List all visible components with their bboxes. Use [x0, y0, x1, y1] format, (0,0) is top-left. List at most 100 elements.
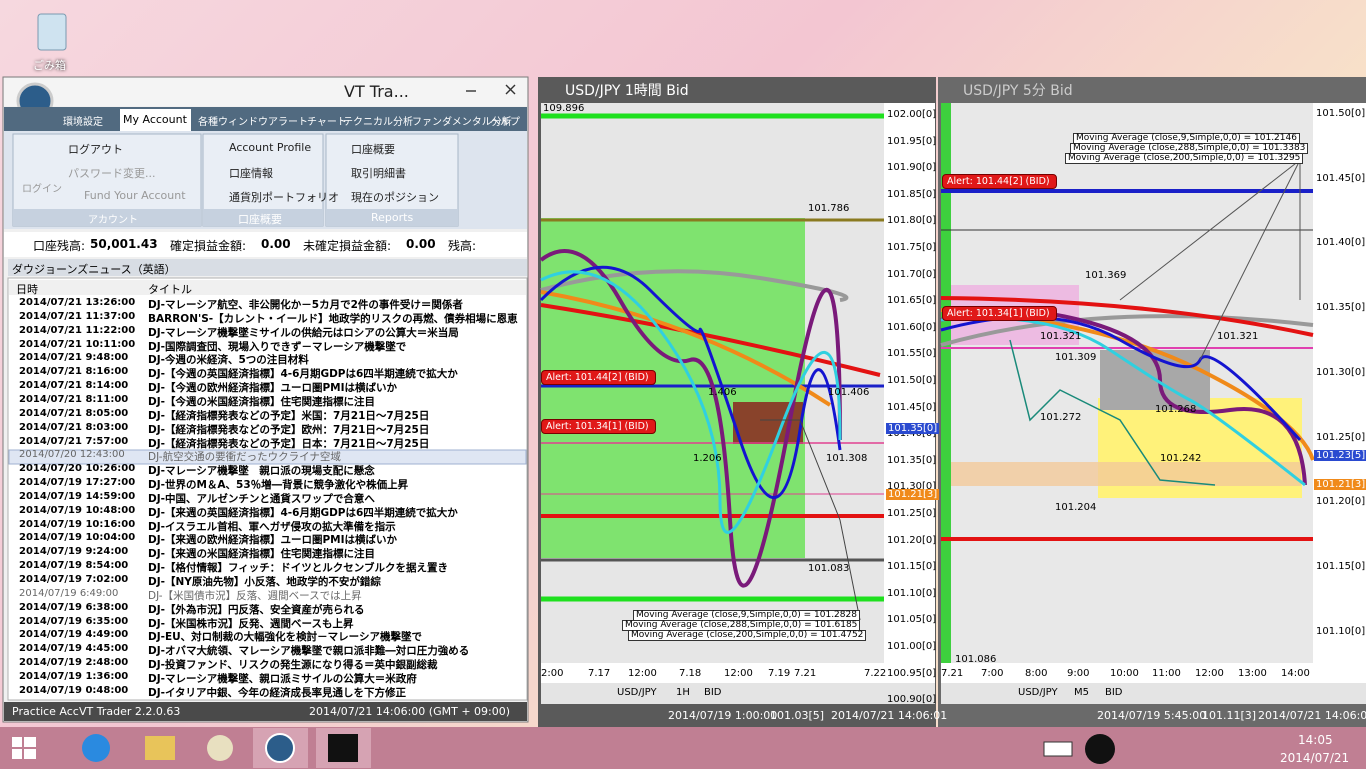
- price-label: 101.35[0]: [887, 454, 937, 466]
- news-title[interactable]: DJ-【外為市況】円反落、安全資産が売られる: [148, 603, 365, 616]
- time-label: 2:00: [541, 668, 564, 679]
- news-date[interactable]: 2014/07/19 4:45:00: [19, 643, 129, 655]
- ribbon-tab[interactable]: My Account: [123, 113, 187, 126]
- chart-title: USD/JPY 1時間 Bid: [565, 83, 689, 99]
- news-title[interactable]: DJ-マレーシア機撃墜、親ロ派ミサイルの公算大＝米政府: [148, 672, 417, 685]
- news-date[interactable]: 2014/07/21 9:48:00: [19, 352, 129, 364]
- news-date[interactable]: 2014/07/19 10:04:00: [19, 532, 136, 544]
- ribbon-tab[interactable]: アラート: [268, 117, 308, 128]
- ribbon-tab[interactable]: 各種ウィンドウ: [198, 117, 268, 128]
- news-date[interactable]: 2014/07/19 6:38:00: [19, 601, 129, 613]
- news-date[interactable]: 2014/07/19 9:24:00: [19, 546, 129, 558]
- toolbar-dropdown[interactable]: USD/JPY: [617, 687, 657, 698]
- toolbar-dropdown[interactable]: BID: [704, 687, 722, 698]
- status-text: VT Trader 2.2.0.63: [79, 705, 181, 718]
- news-date[interactable]: 2014/07/19 7:02:00: [19, 574, 129, 585]
- news-title[interactable]: DJ-国際調査団、現場入りできず－マレーシア機撃墜で: [148, 340, 407, 353]
- toolbar-dropdown[interactable]: 1H: [676, 687, 690, 698]
- news-date[interactable]: 2014/07/19 6:35:00: [19, 615, 129, 627]
- news-title[interactable]: DJ-【経済指標発表などの予定】欧州：7月21日～7月25日: [148, 423, 430, 436]
- toolbar-dropdown[interactable]: BID: [1105, 687, 1123, 698]
- news-date[interactable]: 2014/07/21 10:11:00: [19, 338, 136, 350]
- news-title[interactable]: DJ-中国、アルゼンチンと通貨スワップで合意へ: [148, 492, 375, 505]
- news-title[interactable]: DJ-【NY原油先物】小反落、地政学的不安が錯綜: [148, 576, 381, 588]
- price-label: 101.60[0]: [887, 321, 937, 333]
- news-title[interactable]: DJ-イスラエル首相、軍へガザ侵攻の拡大準備を指示: [148, 520, 396, 533]
- news-date[interactable]: 2014/07/19 0:48:00: [19, 684, 129, 696]
- news-date[interactable]: 2014/07/21 8:16:00: [19, 366, 129, 378]
- desktop-icon-label: ごみ箱: [33, 59, 66, 72]
- window-title: VT Tra...: [344, 82, 409, 101]
- ribbon-tab[interactable]: チャート: [307, 117, 347, 128]
- news-title[interactable]: DJ-世界のM＆A、53％増―背景に競争激化や株価上昇: [148, 479, 409, 492]
- news-date[interactable]: 2014/07/19 6:49:00: [19, 587, 119, 599]
- news-date[interactable]: 2014/07/19 10:16:00: [19, 518, 136, 530]
- news-date[interactable]: 2014/07/19 17:27:00: [19, 477, 136, 489]
- news-title[interactable]: DJ-【来週の英国経済指標】4-6月期GDPは6四半期連続で拡大か: [148, 506, 458, 519]
- news-date[interactable]: 2014/07/19 2:48:00: [19, 657, 129, 669]
- news-date[interactable]: 2014/07/21 8:05:00: [19, 407, 129, 419]
- news-title[interactable]: DJ-マレーシア機撃墜 親ロ派の現場支配に懸念: [148, 465, 375, 478]
- news-title[interactable]: DJ-マレーシア機撃墜ミサイルの供給元はロシアの公算大＝米当局: [148, 326, 459, 339]
- news-title[interactable]: DJ-航空交通の要衝だったウクライナ空域: [148, 451, 341, 464]
- ribbon-button[interactable]: 取引明細書: [351, 167, 406, 180]
- ribbon-tab[interactable]: ファンダメンタル分析: [412, 117, 512, 128]
- ribbon-button[interactable]: 通貨別ポートフォリオ: [229, 191, 339, 204]
- news-title[interactable]: DJ-今週の米経済、5つの注目材料: [148, 354, 309, 367]
- news-title[interactable]: DJ-【経済指標発表などの予定】日本：7月21日～7月25日: [148, 437, 430, 450]
- news-title[interactable]: DJ-【経済指標発表などの予定】米国：7月21日～7月25日: [148, 409, 430, 422]
- news-date[interactable]: 2014/07/21 13:26:00: [19, 297, 136, 308]
- news-title[interactable]: DJ-【来週の米国経済指標】住宅関連指標に注目: [148, 548, 375, 561]
- news-title[interactable]: DJ-イタリア中銀、今年の経済成長率見通しを下方修正: [148, 686, 407, 699]
- price-annotation: 101.083: [808, 563, 850, 574]
- time-label: 9:00: [1067, 668, 1090, 679]
- ribbon-button[interactable]: 口座情報: [229, 167, 273, 180]
- news-title[interactable]: DJ-マレーシア航空、非公開化か－5カ月で2件の事件受け＝関係者: [148, 299, 463, 311]
- ribbon-tab[interactable]: 環境設定: [63, 117, 103, 128]
- news-title[interactable]: DJ-投資ファンド、リスクの発生源になり得る＝英中銀副総裁: [148, 659, 438, 672]
- time-label: 8:00: [1025, 668, 1048, 679]
- price-marker: 101.21[3]: [1314, 479, 1366, 490]
- news-date[interactable]: 2014/07/21 7:57:00: [19, 435, 129, 447]
- news-date[interactable]: 2014/07/21 11:22:00: [19, 324, 136, 336]
- news-title[interactable]: DJ-【来週の欧州経済指標】ユーロ圏PMIは横ばいか: [148, 534, 398, 547]
- news-title[interactable]: DJ-【米国債市況】反落、週間ベースでは上昇: [148, 589, 362, 602]
- news-date[interactable]: 2014/07/21 11:37:00: [19, 310, 136, 322]
- news-date[interactable]: 2014/07/19 10:48:00: [19, 504, 136, 516]
- news-date[interactable]: 2014/07/21 8:11:00: [19, 393, 129, 405]
- ribbon-tab[interactable]: ヘルプ: [490, 117, 520, 128]
- toolbar-dropdown[interactable]: USD/JPY: [1018, 687, 1058, 698]
- toolbar-dropdown[interactable]: M5: [1074, 687, 1089, 698]
- news-date[interactable]: 2014/07/20 10:26:00: [19, 463, 136, 475]
- news-title[interactable]: BARRON'S-【カレント・イールド】地政学的リスクの再燃、債券相場に恩恵: [148, 312, 518, 325]
- price-axis: [1313, 103, 1366, 663]
- news-date[interactable]: 2014/07/21 8:03:00: [19, 421, 129, 433]
- status-text: 2014/07/21 14:06:00 (GMT + 09:00): [309, 705, 511, 718]
- ribbon-tab[interactable]: テクニカル分析: [343, 117, 413, 128]
- news-date[interactable]: 2014/07/19 8:54:00: [19, 560, 129, 572]
- news-date[interactable]: 2014/07/19 14:59:00: [19, 490, 136, 502]
- news-title[interactable]: DJ-【今週の欧州経済指標】ユーロ圏PMIは横ばいか: [148, 382, 398, 395]
- news-date[interactable]: 2014/07/20 12:43:00: [19, 449, 125, 461]
- group-footer: [203, 209, 323, 226]
- taskbar: [0, 727, 1366, 769]
- price-label: 101.50[0]: [887, 375, 937, 386]
- news-date[interactable]: 2014/07/19 4:49:00: [19, 629, 129, 641]
- price-label: 101.75[0]: [887, 242, 937, 253]
- ribbon-button[interactable]: ログアウト: [68, 143, 123, 156]
- news-title[interactable]: DJ-【格付情報】フィッチ：ドイツとルクセンブルクを据え置き: [148, 562, 448, 575]
- news-title[interactable]: DJ-【今週の米国経済指標】住宅関連指標に注目: [148, 395, 375, 408]
- price-label: 101.45[0]: [887, 401, 937, 413]
- ribbon-button[interactable]: Account Profile: [229, 141, 312, 154]
- ribbon-button[interactable]: パスワード変更...: [68, 167, 156, 180]
- ribbon-button[interactable]: 口座概要: [351, 143, 395, 156]
- news-title[interactable]: DJ-オバマ大統領、マレーシア機撃墜で親ロ派非難―対ロ圧力強める: [148, 645, 470, 658]
- news-date[interactable]: 2014/07/21 8:14:00: [19, 380, 129, 392]
- news-title[interactable]: DJ-EU、対ロ制裁の大幅強化を検討－マレーシア機撃墜で: [148, 631, 422, 644]
- ribbon-button[interactable]: Fund Your Account: [84, 189, 186, 202]
- news-date[interactable]: 2014/07/19 1:36:00: [19, 670, 129, 682]
- ribbon-button[interactable]: 現在のポジション: [351, 191, 439, 204]
- news-title[interactable]: DJ-【米国株市況】反発、週間ベースも上昇: [148, 617, 354, 630]
- news-title[interactable]: DJ-【今週の英国経済指標】4-6月期GDPは6四半期連続で拡大か: [148, 368, 458, 381]
- ribbon-group-label: 口座概要: [238, 213, 282, 226]
